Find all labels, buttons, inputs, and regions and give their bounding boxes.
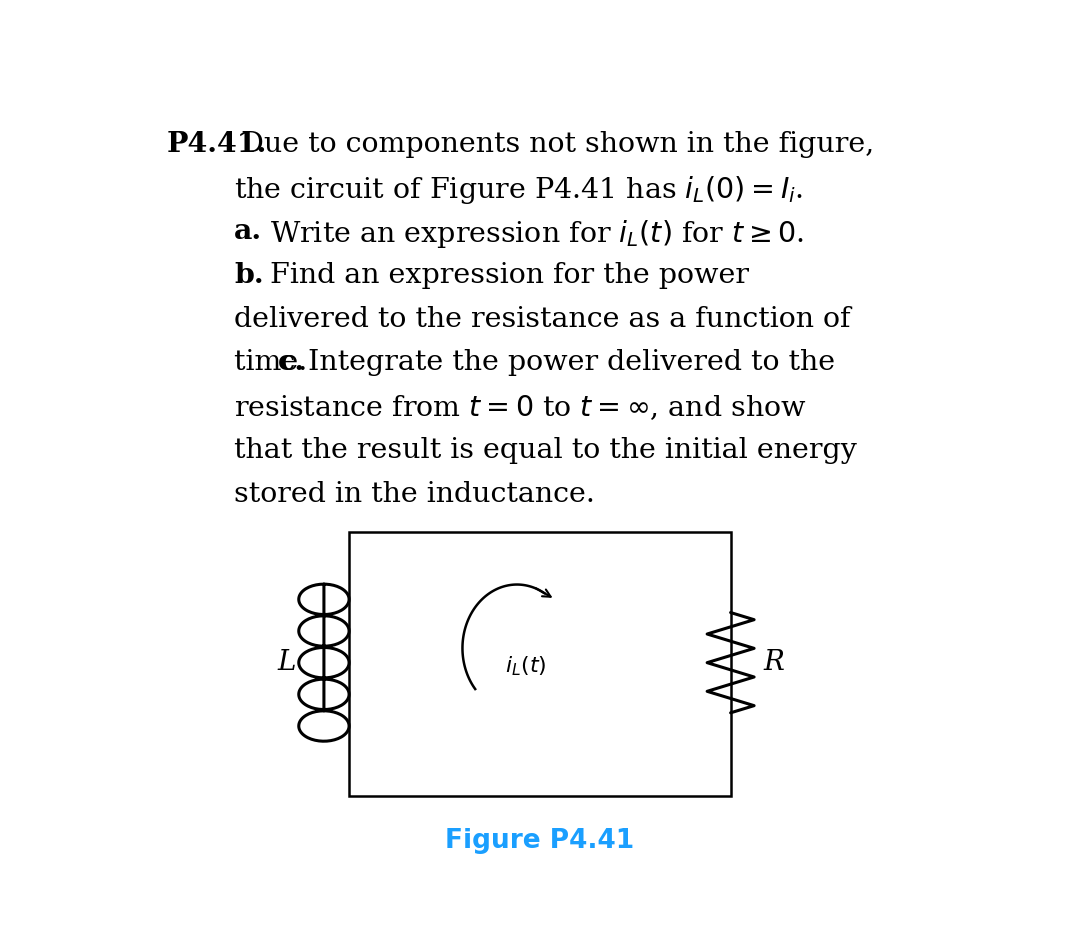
- Text: delivered to the resistance as a function of: delivered to the resistance as a functio…: [234, 306, 850, 332]
- Text: a.: a.: [234, 218, 262, 245]
- Text: Figure P4.41: Figure P4.41: [445, 828, 634, 854]
- Text: $i_L(t)$: $i_L(t)$: [504, 654, 546, 678]
- Text: resistance from $t = 0$ to $t = \infty$, and show: resistance from $t = 0$ to $t = \infty$,…: [234, 393, 807, 423]
- Text: b.: b.: [234, 262, 264, 289]
- Text: P4.41.: P4.41.: [167, 131, 267, 158]
- Text: c.: c.: [278, 349, 305, 377]
- Text: that the result is equal to the initial energy: that the result is equal to the initial …: [234, 437, 857, 464]
- Text: stored in the inductance.: stored in the inductance.: [234, 481, 595, 508]
- Text: the circuit of Figure P4.41 has $i_L(0) = I_i$.: the circuit of Figure P4.41 has $i_L(0) …: [234, 175, 804, 207]
- Text: Write an expression for $i_L(t)$ for $t \geq 0$.: Write an expression for $i_L(t)$ for $t …: [261, 218, 804, 250]
- Bar: [349, 532, 730, 796]
- Text: time.: time.: [234, 349, 316, 377]
- Text: L: L: [277, 649, 295, 676]
- Text: Find an expression for the power: Find an expression for the power: [261, 262, 749, 289]
- Text: Due to components not shown in the figure,: Due to components not shown in the figur…: [241, 131, 874, 158]
- Text: R: R: [764, 649, 784, 676]
- Text: Integrate the power delivered to the: Integrate the power delivered to the: [299, 349, 835, 377]
